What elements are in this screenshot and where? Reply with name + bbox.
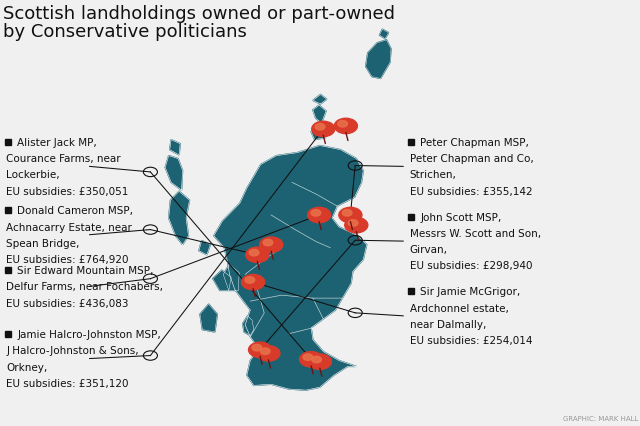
Circle shape (337, 123, 354, 134)
Circle shape (342, 210, 352, 216)
Text: EU subsidies: £298,940: EU subsidies: £298,940 (410, 261, 532, 271)
Circle shape (348, 220, 358, 227)
Polygon shape (313, 106, 326, 124)
Circle shape (260, 237, 283, 253)
Circle shape (308, 208, 331, 223)
Text: Alister Jack MP,: Alister Jack MP, (17, 138, 97, 148)
Circle shape (260, 348, 270, 354)
Circle shape (342, 212, 358, 223)
Circle shape (315, 126, 332, 137)
Circle shape (311, 212, 328, 223)
Text: Girvan,: Girvan, (410, 245, 447, 255)
Circle shape (245, 277, 255, 284)
Circle shape (334, 119, 357, 134)
Circle shape (345, 218, 368, 233)
Text: Peter Chapman and Co,: Peter Chapman and Co, (410, 154, 533, 164)
Circle shape (311, 210, 321, 216)
Circle shape (339, 208, 362, 223)
Circle shape (312, 122, 335, 137)
Text: GRAPHIC: MARK HALL: GRAPHIC: MARK HALL (563, 415, 639, 421)
Text: Messrs W. Scott and Son,: Messrs W. Scott and Son, (410, 228, 541, 239)
Text: Sir Edward Mountain MSP,: Sir Edward Mountain MSP, (17, 265, 154, 276)
Text: J Halcro-Johnston & Sons,: J Halcro-Johnston & Sons, (6, 345, 139, 356)
Polygon shape (169, 192, 189, 245)
Circle shape (316, 124, 325, 131)
Circle shape (300, 352, 323, 367)
Text: EU subsidies: £355,142: EU subsidies: £355,142 (410, 186, 532, 196)
Circle shape (252, 345, 262, 351)
Text: Spean Bridge,: Spean Bridge, (6, 238, 80, 248)
Circle shape (312, 358, 328, 369)
Circle shape (303, 354, 313, 360)
Circle shape (248, 343, 271, 358)
Circle shape (348, 222, 365, 233)
Polygon shape (243, 316, 254, 336)
Text: Scottish landholdings owned or part-owned: Scottish landholdings owned or part-owne… (3, 5, 396, 23)
Polygon shape (165, 156, 182, 190)
Polygon shape (200, 304, 218, 332)
Polygon shape (365, 41, 391, 79)
Circle shape (241, 275, 264, 290)
Text: Achnacarry Estate, near: Achnacarry Estate, near (6, 222, 132, 232)
Text: EU subsidies: £350,051: EU subsidies: £350,051 (6, 186, 129, 196)
Polygon shape (313, 95, 327, 105)
Circle shape (263, 240, 273, 246)
Circle shape (249, 250, 259, 256)
Text: Courance Farms, near: Courance Farms, near (6, 154, 121, 164)
Circle shape (252, 346, 268, 357)
Text: Lockerbie,: Lockerbie, (6, 170, 60, 180)
Circle shape (260, 350, 276, 361)
Text: Jamie Halcro-Johnston MSP,: Jamie Halcro-Johnston MSP, (17, 329, 161, 340)
Text: EU subsidies: £351,120: EU subsidies: £351,120 (6, 378, 129, 388)
Circle shape (245, 279, 261, 290)
Text: Delfur Farms, near Fochabers,: Delfur Farms, near Fochabers, (6, 282, 163, 292)
Text: EU subsidies: £254,014: EU subsidies: £254,014 (410, 335, 532, 345)
Polygon shape (170, 140, 180, 155)
Polygon shape (199, 241, 211, 255)
Polygon shape (380, 30, 388, 40)
Circle shape (257, 346, 280, 361)
Circle shape (312, 357, 321, 363)
Polygon shape (223, 265, 239, 291)
Text: near Dalmally,: near Dalmally, (410, 319, 486, 329)
Text: EU subsidies: £436,083: EU subsidies: £436,083 (6, 298, 129, 308)
Text: by Conservative politicians: by Conservative politicians (3, 23, 247, 41)
Circle shape (308, 354, 332, 369)
Text: John Scott MSP,: John Scott MSP, (420, 212, 502, 222)
Text: Sir Jamie McGrigor,: Sir Jamie McGrigor, (420, 287, 521, 297)
Polygon shape (214, 146, 367, 390)
Text: Peter Chapman MSP,: Peter Chapman MSP, (420, 138, 529, 148)
Text: EU subsidies: £764,920: EU subsidies: £764,920 (6, 254, 129, 265)
Circle shape (263, 242, 280, 253)
Text: Strichen,: Strichen, (410, 170, 456, 180)
Text: Donald Cameron MSP,: Donald Cameron MSP, (17, 206, 133, 216)
Polygon shape (311, 125, 331, 140)
Circle shape (246, 248, 269, 263)
Polygon shape (213, 271, 231, 291)
Circle shape (249, 252, 266, 262)
Text: Orkney,: Orkney, (6, 362, 47, 372)
Circle shape (303, 356, 319, 367)
Text: Ardchonnel estate,: Ardchonnel estate, (410, 303, 508, 313)
Circle shape (338, 121, 348, 128)
